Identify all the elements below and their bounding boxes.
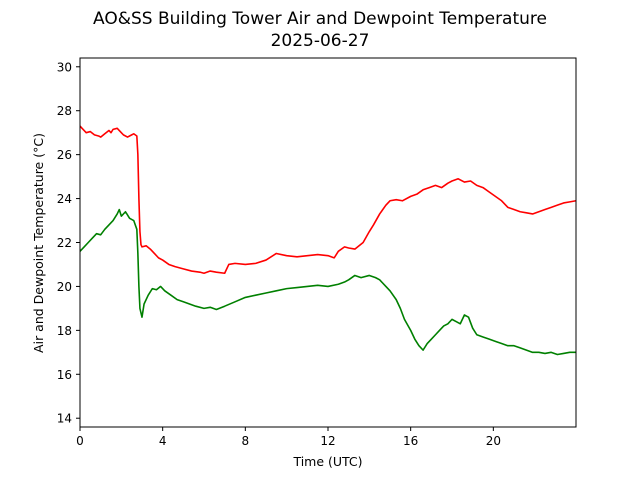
x-tick-label: 16 — [403, 434, 418, 448]
x-tick-label: 8 — [242, 434, 250, 448]
series-line-0 — [79, 125, 577, 275]
chart-subtitle: 2025-06-27 — [271, 31, 370, 51]
x-tick-label: 12 — [320, 434, 335, 448]
y-axis-label: Air and Dewpoint Temperature (°C) — [31, 133, 46, 353]
y-tick-label: 28 — [57, 104, 72, 118]
series-line-1 — [79, 208, 576, 356]
x-axis-label: Time (UTC) — [292, 454, 362, 469]
y-tick-label: 30 — [57, 60, 72, 74]
x-tick-label: 4 — [159, 434, 167, 448]
y-axis: 14 16 18 20 22 24 26 28 30 — [57, 60, 80, 426]
x-axis: 0 4 8 12 16 20 — [76, 427, 501, 448]
plot-frame — [79, 57, 577, 428]
series-layer — [79, 125, 577, 356]
y-tick-label: 20 — [57, 280, 72, 294]
y-tick-label: 26 — [57, 148, 72, 162]
y-tick-label: 22 — [57, 236, 72, 250]
x-tick-label: 0 — [76, 434, 84, 448]
x-tick-label: 20 — [486, 434, 501, 448]
y-tick-label: 18 — [57, 324, 72, 338]
chart-title: AO&SS Building Tower Air and Dewpoint Te… — [93, 9, 547, 29]
y-tick-label: 24 — [57, 192, 72, 206]
y-tick-label: 14 — [57, 412, 72, 426]
y-tick-label: 16 — [57, 368, 72, 382]
